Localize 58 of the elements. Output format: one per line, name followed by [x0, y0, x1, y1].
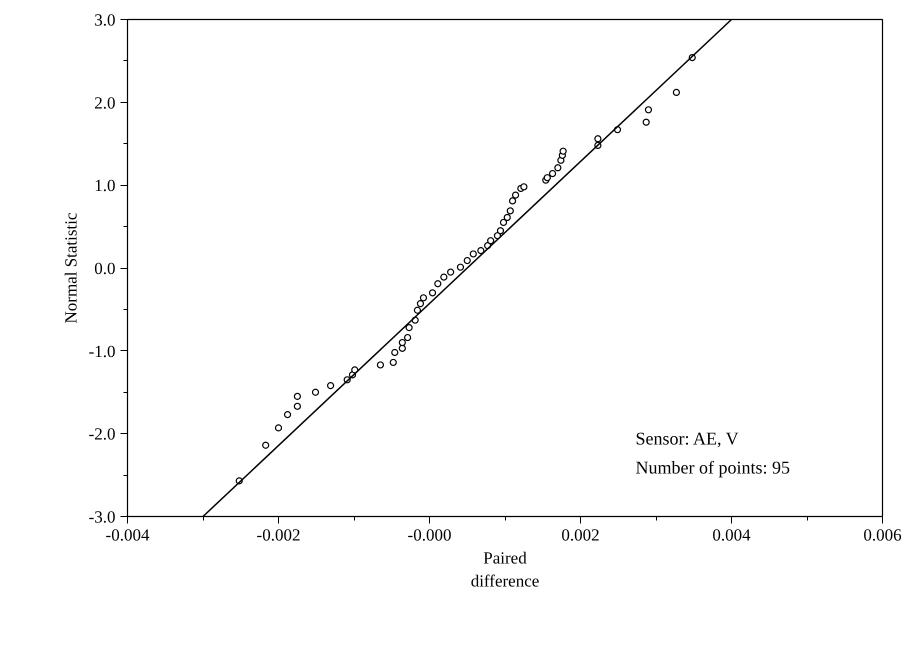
point: [434, 280, 442, 288]
point: [500, 218, 508, 226]
point: [420, 294, 428, 302]
point: [672, 88, 680, 96]
point: [506, 207, 514, 214]
point: [398, 338, 406, 346]
point: [274, 424, 282, 432]
y-tick-label: -2.0: [88, 424, 116, 444]
point: [294, 392, 301, 400]
point: [406, 324, 413, 332]
point: [594, 135, 602, 142]
point: [470, 250, 477, 258]
y-tick-label: 3.0: [94, 10, 116, 30]
point: [642, 118, 650, 126]
y-tick-label: 2.0: [94, 93, 116, 112]
point: [428, 289, 436, 296]
point: [391, 348, 398, 356]
point: [512, 192, 520, 199]
y-tick-label: -3.0: [88, 508, 116, 526]
point: [520, 183, 528, 190]
x-axis-title: Paired difference: [470, 548, 540, 590]
point: [504, 214, 511, 222]
x-tick-label: -0.002: [256, 526, 300, 544]
point: [496, 227, 504, 234]
x-tick-label: 0.004: [712, 526, 752, 544]
point: [544, 174, 551, 182]
point: [414, 306, 422, 314]
y-axis-title: Normal Statistic: [62, 212, 81, 324]
annotation: Sensor: AE, V: [636, 428, 739, 448]
point: [456, 264, 464, 271]
point: [560, 148, 567, 155]
annotation: Number of points: 95: [636, 458, 790, 478]
point: [440, 274, 448, 281]
point: [398, 344, 406, 352]
point: [548, 170, 556, 178]
point: [508, 197, 516, 204]
point: [416, 300, 424, 308]
point: [390, 358, 397, 366]
point: [447, 268, 454, 276]
x-tick-label: -0.000: [408, 526, 452, 544]
point: [487, 237, 494, 244]
point: [644, 106, 652, 114]
x-tick-label: -0.004: [106, 526, 150, 544]
point: [284, 411, 292, 418]
point: [404, 334, 412, 342]
point: [464, 256, 471, 264]
point: [376, 361, 384, 369]
x-tick-label: 0.002: [561, 526, 600, 544]
x-tick-label: 0.006: [863, 526, 902, 544]
y-tick-label: 0.0: [94, 259, 116, 278]
y-tick-label: -1.0: [88, 342, 116, 361]
point: [262, 442, 270, 449]
point: [554, 164, 562, 172]
point: [477, 247, 484, 254]
point: [294, 402, 301, 410]
point: [326, 382, 334, 390]
point: [312, 388, 320, 396]
y-tick-label: 1.0: [94, 176, 116, 196]
